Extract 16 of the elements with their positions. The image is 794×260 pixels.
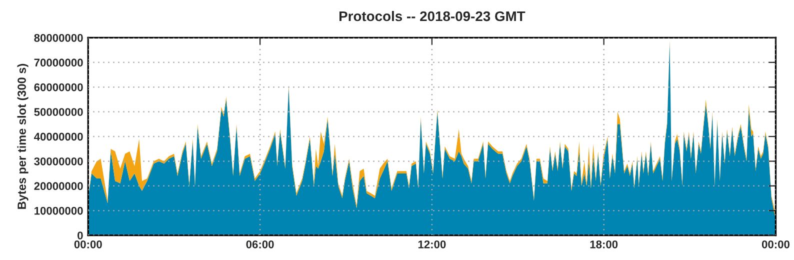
y-tick-label: 80000000 — [34, 34, 83, 42]
x-tick-label: 06:00 — [246, 240, 274, 248]
x-tick-label: 00:00 — [74, 240, 102, 248]
x-tick-label: 18:00 — [590, 240, 618, 248]
x-tick-label: 12:00 — [418, 240, 446, 248]
y-tick-label: 40000000 — [34, 132, 83, 141]
x-tick-label: 00:00 — [762, 240, 790, 248]
y-tick-label: 60000000 — [34, 83, 83, 92]
y-tick-label: 70000000 — [34, 58, 83, 67]
y-tick-label: 20000000 — [34, 182, 83, 190]
y-tick-label: 0 — [78, 232, 83, 240]
chart-title: Protocols -- 2018-09-23 GMT — [339, 10, 526, 22]
y-tick-label: 10000000 — [34, 206, 83, 215]
y-tick-label: 30000000 — [34, 157, 83, 166]
y-tick-label: 50000000 — [34, 108, 83, 116]
y-axis-title: Bytes per time slot (300 s) — [17, 64, 28, 209]
